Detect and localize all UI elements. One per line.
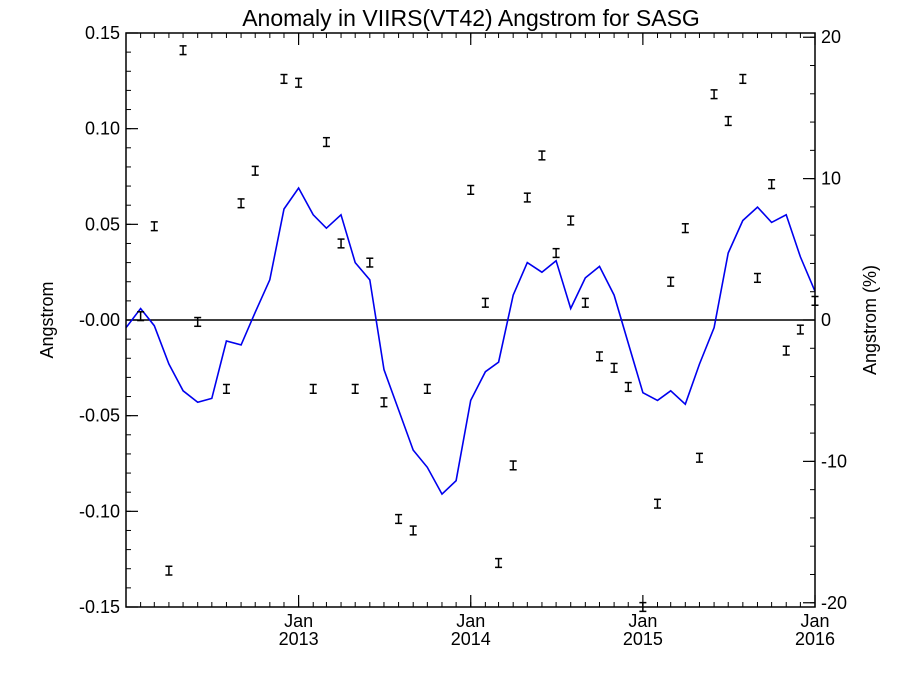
x-tick-month: Jan bbox=[628, 611, 657, 631]
data-point bbox=[395, 513, 403, 525]
x-tick-year: 2015 bbox=[623, 629, 663, 649]
data-point bbox=[380, 397, 388, 408]
y-tick-label: -0.00 bbox=[79, 310, 120, 330]
y-right-tick-label: 20 bbox=[821, 27, 841, 47]
data-point bbox=[782, 345, 790, 356]
y-tick-label: -0.05 bbox=[79, 406, 120, 426]
y-right-tick-label: 10 bbox=[821, 169, 841, 189]
data-point bbox=[237, 198, 245, 209]
data-point bbox=[610, 362, 618, 373]
y-axis-label-right: Angstrom (%) bbox=[860, 265, 880, 375]
x-tick-month: Jan bbox=[284, 611, 313, 631]
data-point bbox=[495, 557, 503, 569]
data-point bbox=[481, 297, 489, 308]
data-point bbox=[423, 383, 431, 394]
marks-layer bbox=[125, 45, 819, 613]
data-point bbox=[739, 73, 747, 85]
x-tick-year: 2014 bbox=[451, 629, 491, 649]
data-point bbox=[222, 383, 230, 394]
data-point bbox=[295, 77, 303, 88]
y-axis-label: Angstrom bbox=[37, 281, 57, 358]
x-tick-year: 2016 bbox=[795, 629, 835, 649]
data-point bbox=[624, 381, 632, 393]
data-point bbox=[322, 136, 330, 148]
data-point bbox=[165, 565, 173, 576]
data-point bbox=[695, 452, 703, 463]
data-point bbox=[194, 316, 202, 328]
data-point bbox=[653, 498, 661, 509]
data-point bbox=[796, 324, 804, 335]
data-point bbox=[567, 215, 575, 226]
data-point bbox=[753, 272, 761, 284]
y-right-tick-label: 0 bbox=[821, 310, 831, 330]
data-point bbox=[581, 297, 589, 308]
data-point bbox=[351, 383, 359, 394]
y-tick-label: 0.15 bbox=[85, 23, 120, 43]
y-tick-label: 0.10 bbox=[85, 119, 120, 139]
data-point bbox=[509, 460, 517, 471]
data-point bbox=[366, 257, 374, 268]
plot-frame bbox=[125, 32, 816, 608]
data-point bbox=[595, 351, 603, 362]
x-tick-month: Jan bbox=[456, 611, 485, 631]
data-point bbox=[137, 311, 145, 322]
data-point bbox=[179, 45, 187, 56]
data-point bbox=[467, 184, 475, 196]
y-tick-label: -0.10 bbox=[79, 501, 120, 521]
data-point bbox=[150, 221, 158, 232]
data-point bbox=[251, 165, 259, 176]
data-point bbox=[667, 276, 675, 287]
ticks-layer: 0.15 0.10 0.05 -0.00 -0.05 -0.10 -0.15 20 10 0 -10… bbox=[79, 23, 847, 649]
x-tick-month: Jan bbox=[800, 611, 829, 631]
data-point bbox=[280, 73, 288, 85]
data-point bbox=[768, 179, 776, 190]
data-point bbox=[552, 247, 560, 259]
data-point bbox=[409, 525, 417, 536]
data-point bbox=[710, 89, 718, 100]
y-right-tick-label: -20 bbox=[821, 593, 847, 613]
y-tick-label: -0.15 bbox=[79, 597, 120, 617]
data-point bbox=[724, 115, 732, 127]
y-right-tick-label: -10 bbox=[821, 451, 847, 471]
y-tick-label: 0.05 bbox=[85, 214, 120, 234]
data-point bbox=[681, 223, 689, 234]
data-point bbox=[523, 192, 531, 203]
chart-title: Anomaly in VIIRS(VT42) Angstrom for SASG bbox=[242, 5, 700, 31]
data-point bbox=[538, 150, 546, 161]
x-tick-year: 2013 bbox=[279, 629, 319, 649]
smoothed-anomaly-line bbox=[125, 186, 816, 496]
data-point bbox=[309, 383, 317, 394]
data-point bbox=[337, 238, 345, 249]
